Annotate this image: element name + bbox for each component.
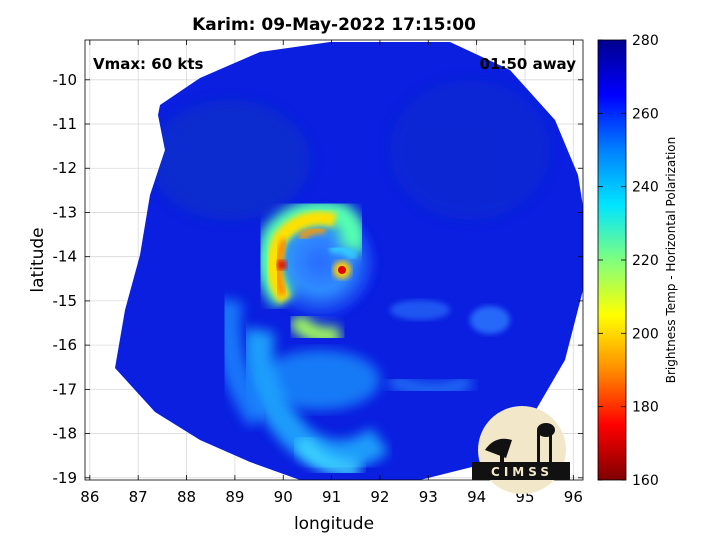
x-tick-label: 87	[129, 488, 148, 506]
colorbar-ticks: 160 180 200 220 240 260 280	[598, 33, 659, 489]
x-axis-label: longitude	[294, 514, 374, 534]
colorbar-tick-label: 200	[632, 326, 659, 342]
cimss-logo: CIMSS	[472, 406, 570, 494]
cimss-logo-text: CIMSS	[491, 465, 553, 479]
x-tick-label: 92	[370, 488, 389, 506]
x-tick-label: 94	[467, 488, 486, 506]
time-away-label: 01:50 away	[480, 55, 577, 73]
y-tick-label: -12	[53, 159, 78, 177]
y-tick-label: -10	[53, 71, 78, 89]
y-tick-label: -13	[53, 203, 78, 221]
x-tick-label: 88	[177, 488, 196, 506]
colorbar-tick-label: 160	[632, 473, 659, 489]
y-tick-label: -14	[53, 248, 78, 266]
colorbar-tick-label: 220	[632, 253, 659, 269]
colorbar-tick-label: 240	[632, 180, 659, 196]
colorbar-label: Brightness Temp - Horizontal Polarizatio…	[664, 137, 678, 384]
x-tick-label: 90	[274, 488, 293, 506]
y-tick-label: -19	[53, 469, 78, 487]
x-tick-label: 86	[80, 488, 99, 506]
colorbar-tick-label: 180	[632, 400, 659, 416]
plot-border	[84, 39, 584, 481]
x-tick-label: 89	[225, 488, 244, 506]
y-axis-label: latitude	[28, 227, 48, 292]
y-tick-label: -15	[53, 292, 78, 310]
y-tick-label: -16	[53, 336, 78, 354]
x-tick-label: 93	[419, 488, 438, 506]
y-tick-label: -11	[53, 115, 78, 133]
colorbar-tick-label: 260	[632, 106, 659, 122]
colorbar-tick-label: 280	[632, 33, 659, 49]
x-tick-label: 91	[322, 488, 341, 506]
x-tick-label: 96	[564, 488, 583, 506]
brightness-temp-swath	[115, 42, 583, 480]
y-tick-label: -17	[53, 380, 78, 398]
vmax-label: Vmax: 60 kts	[93, 55, 203, 73]
y-axis-ticks: -10 -11 -12 -13 -14 -15 -16 -17 -18 -19	[53, 71, 583, 487]
y-tick-label: -18	[53, 425, 78, 443]
chart-title: Karim: 09-May-2022 17:15:00	[192, 15, 476, 35]
colorbar: 160 180 200 220 240 260 280 Brightness Temp - …	[597, 33, 678, 489]
